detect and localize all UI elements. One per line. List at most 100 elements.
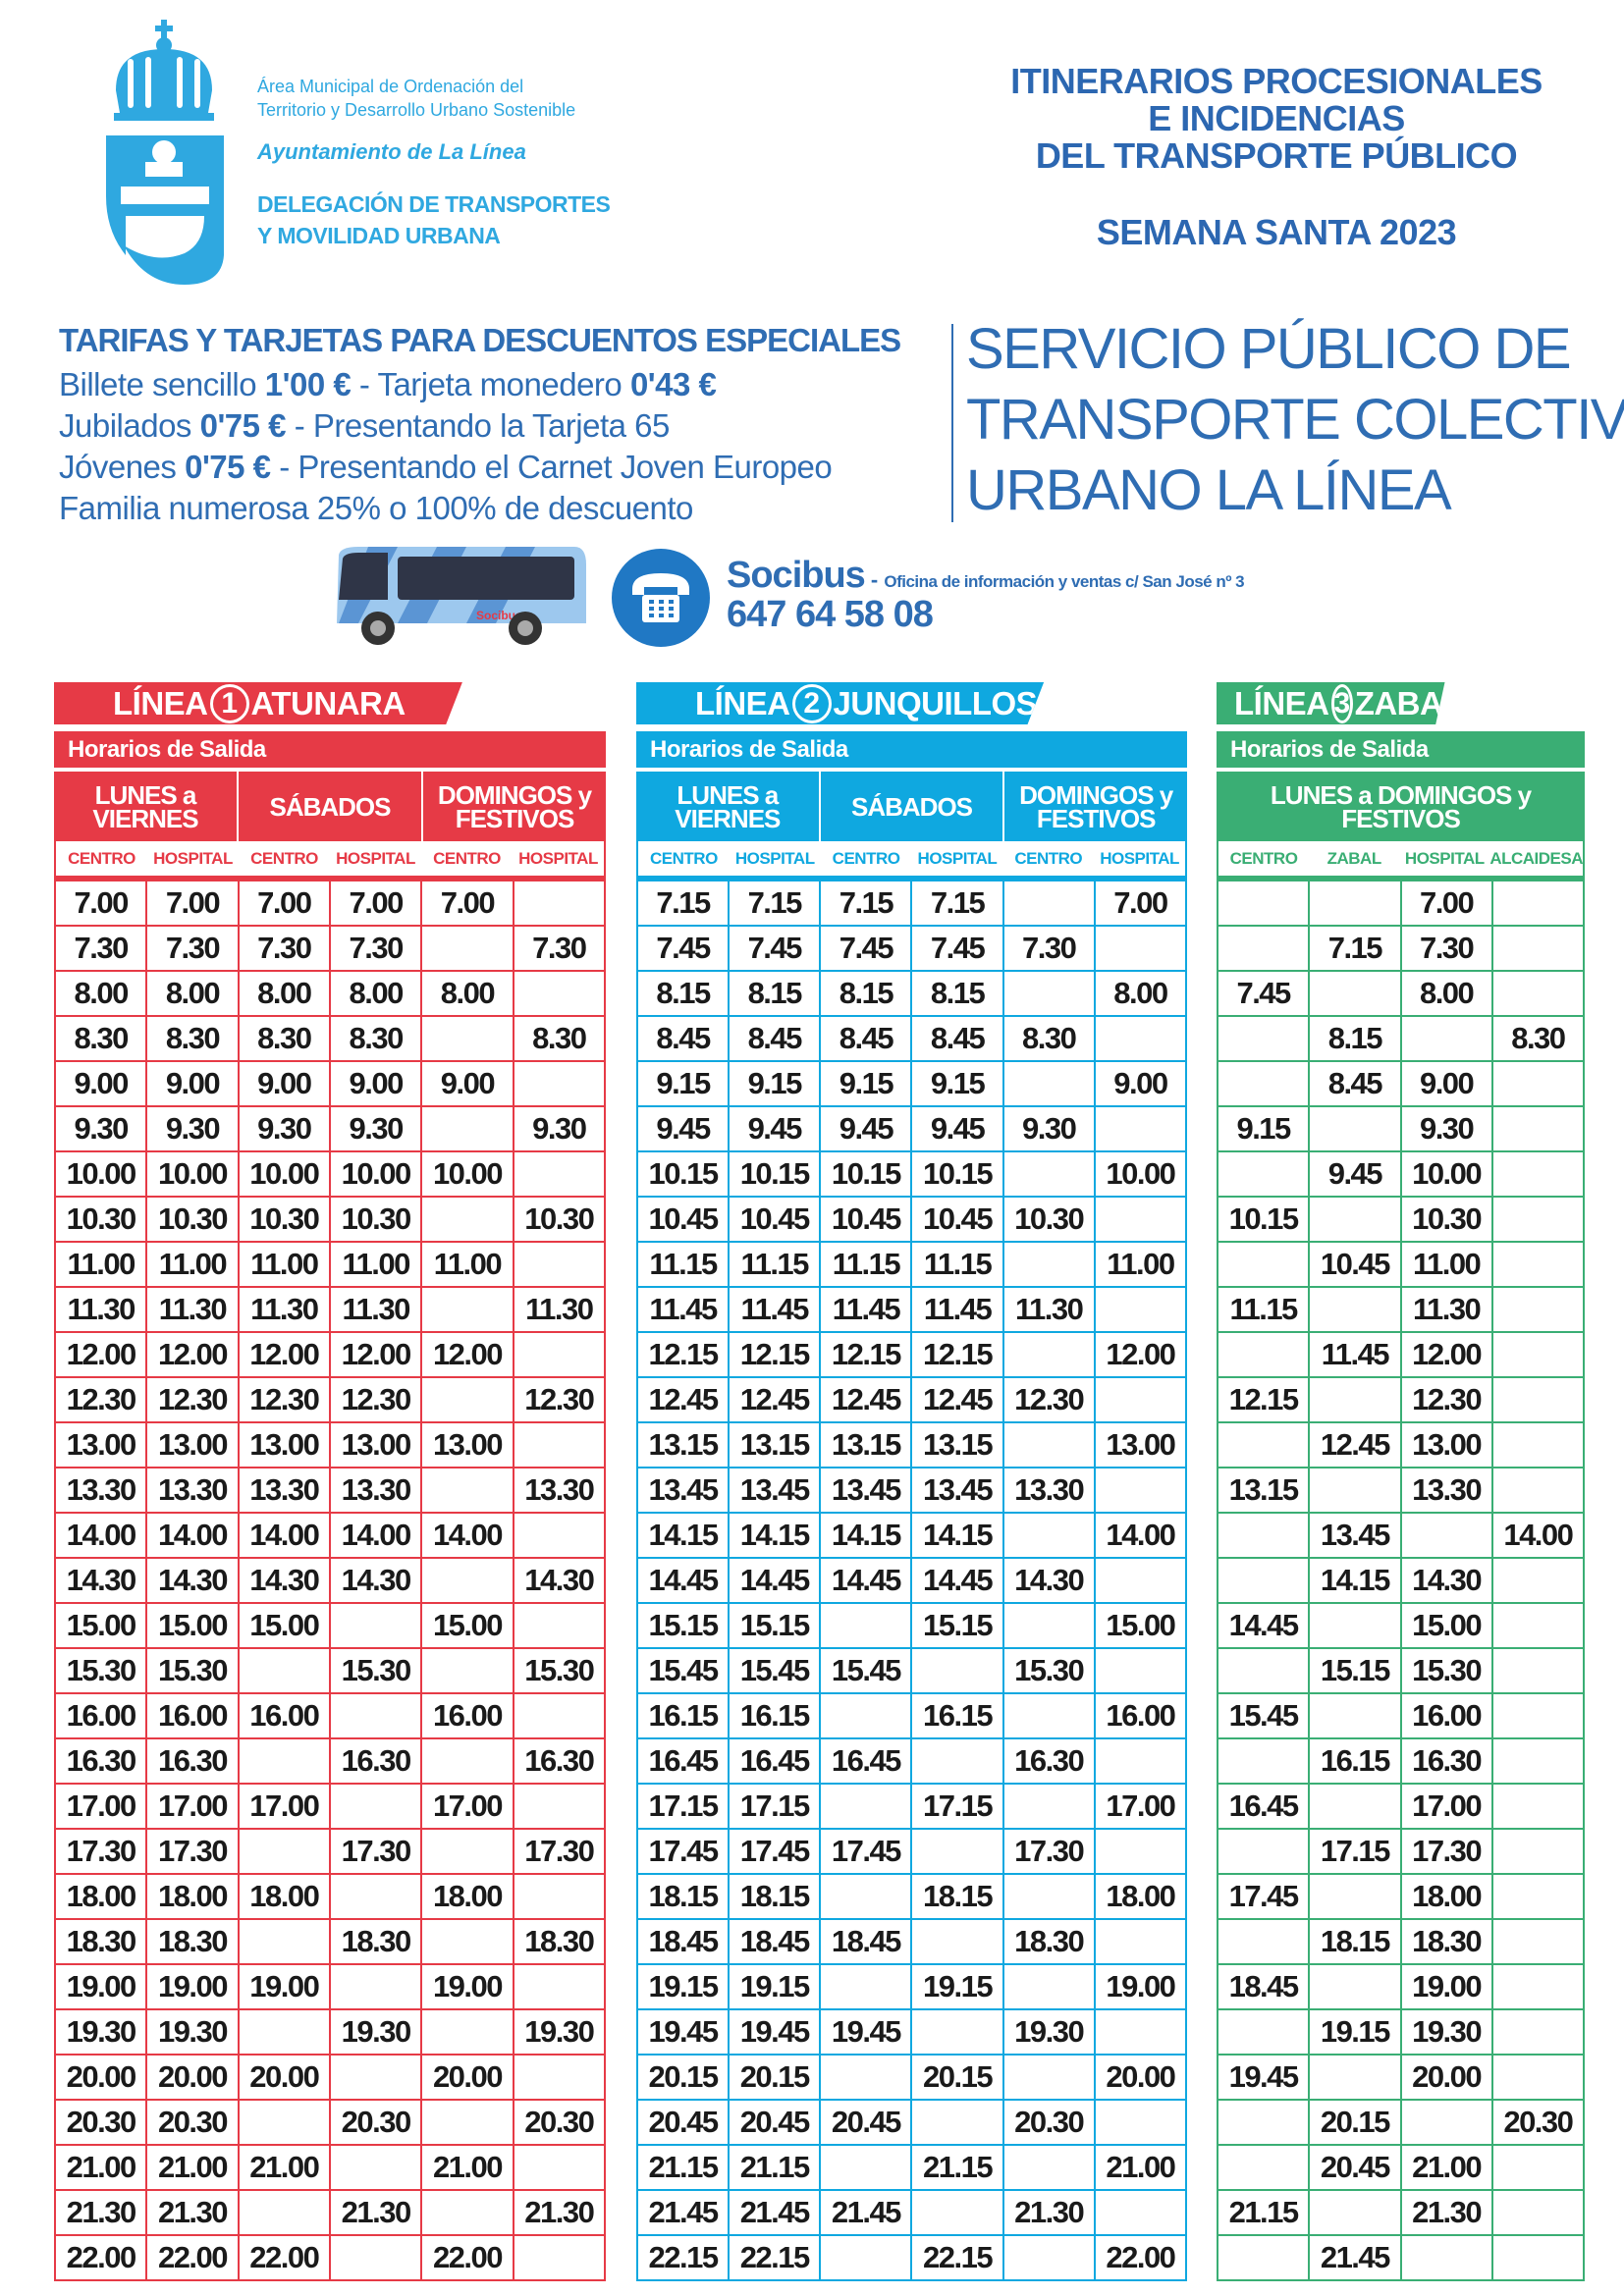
time-cell: 14.30 xyxy=(53,1557,148,1604)
time-cell xyxy=(328,2234,423,2281)
time-cell: 16.15 xyxy=(1308,1737,1402,1785)
line-title-banner: LÍNEA 2 JUNQUILLOS xyxy=(636,682,1045,724)
time-cell: 11.00 xyxy=(1399,1241,1493,1288)
time-cell xyxy=(512,1512,607,1559)
time-cell: 17.30 xyxy=(328,1828,423,1875)
time-cell xyxy=(420,1015,514,1062)
time-cell: 21.45 xyxy=(728,2189,822,2236)
time-cell: 17.30 xyxy=(1399,1828,1493,1875)
time-cell: 13.15 xyxy=(728,1421,822,1468)
servicio-line-3: URBANO LA LÍNEA xyxy=(966,458,1452,522)
time-cell xyxy=(1001,1783,1096,1830)
document-subtitle: SEMANA SANTA 2023 xyxy=(1096,212,1457,252)
time-cell: 12.30 xyxy=(53,1376,148,1423)
time-cell xyxy=(1490,1060,1586,1107)
time-cell: 7.00 xyxy=(1093,880,1188,927)
time-cell xyxy=(1001,1602,1096,1649)
time-cell xyxy=(1490,2008,1586,2056)
time-cell: 21.15 xyxy=(635,2144,731,2191)
line-prefix: LÍNEA xyxy=(1234,684,1329,721)
time-cell: 13.30 xyxy=(1001,1467,1096,1514)
time-cell xyxy=(910,2189,1004,2236)
time-cell: 12.00 xyxy=(237,1331,331,1378)
table-row: 10.15 10.15 10.15 10.15 10.00 xyxy=(635,1150,1188,1198)
time-cell xyxy=(1001,1421,1096,1468)
line-number-badge: 3 xyxy=(1330,683,1353,723)
time-cell: 19.00 xyxy=(237,1963,331,2010)
linea-2-schedule: LÍNEA 2 JUNQUILLOS Horarios de Salida LU… xyxy=(635,682,1188,2281)
time-cell: 14.00 xyxy=(53,1512,148,1559)
time-cell: 10.30 xyxy=(512,1196,607,1243)
time-cell: 21.30 xyxy=(512,2189,607,2236)
time-cell xyxy=(819,1873,913,1920)
line-number-badge: 2 xyxy=(791,683,832,723)
time-cell xyxy=(1490,1241,1586,1288)
time-cell xyxy=(819,2054,913,2101)
time-cell: 7.00 xyxy=(53,880,148,927)
time-cell xyxy=(1216,1241,1311,1288)
table-row: 16.15 16.30 xyxy=(1216,1737,1586,1785)
stop-column-label: CENTRO xyxy=(650,848,718,868)
table-row: 9.45 9.45 9.45 9.45 9.30 xyxy=(635,1105,1188,1152)
table-row: 16.00 16.00 16.00 16.00 xyxy=(53,1692,607,1739)
time-cell: 11.30 xyxy=(1001,1286,1096,1333)
time-cell: 18.00 xyxy=(53,1873,148,1920)
time-cell: 18.30 xyxy=(1399,1918,1493,1965)
time-cell: 13.30 xyxy=(145,1467,240,1514)
time-cell: 16.15 xyxy=(910,1692,1004,1739)
time-cell xyxy=(1490,1331,1586,1378)
time-cell: 22.15 xyxy=(910,2234,1004,2281)
day-group-label: DOMINGOS y FESTIVOS xyxy=(1019,779,1173,833)
time-cell: 13.45 xyxy=(819,1467,913,1514)
time-cell: 21.00 xyxy=(1399,2144,1493,2191)
time-cell: 18.15 xyxy=(635,1873,731,1920)
timetable: 7.00 7.00 7.00 7.00 7.00 7.30 7.30 7.30 7.30 7.30… xyxy=(53,880,607,2281)
table-row: 19.15 19.15 19.15 19.00 xyxy=(635,1963,1188,2010)
time-cell: 16.00 xyxy=(237,1692,331,1739)
time-cell: 20.00 xyxy=(1093,2054,1188,2101)
time-cell: 8.00 xyxy=(53,970,148,1017)
table-row: 11.15 11.30 xyxy=(1216,1286,1586,1333)
time-cell xyxy=(1308,1602,1402,1649)
time-cell xyxy=(512,1873,607,1920)
time-cell xyxy=(512,880,607,927)
time-cell xyxy=(1001,1963,1096,2010)
table-row: 20.45 21.00 xyxy=(1216,2144,1586,2191)
time-cell: 11.15 xyxy=(910,1241,1004,1288)
time-cell: 18.30 xyxy=(512,1918,607,1965)
time-cell: 13.00 xyxy=(1093,1421,1188,1468)
time-cell: 11.15 xyxy=(728,1241,822,1288)
time-cell xyxy=(1490,1105,1586,1152)
time-cell: 10.00 xyxy=(328,1150,423,1198)
time-cell xyxy=(1490,1286,1586,1333)
time-cell: 12.15 xyxy=(1216,1376,1311,1423)
time-cell: 9.15 xyxy=(819,1060,913,1107)
time-cell xyxy=(1308,1286,1402,1333)
time-cell: 9.30 xyxy=(53,1105,148,1152)
time-cell xyxy=(1001,1150,1096,1198)
table-row: 21.15 21.30 xyxy=(1216,2189,1586,2236)
stop-column-label: HOSPITAL xyxy=(336,848,415,868)
time-cell: 19.45 xyxy=(635,2008,731,2056)
separator: - xyxy=(864,567,885,592)
time-cell: 13.00 xyxy=(53,1421,148,1468)
time-cell xyxy=(1490,970,1586,1017)
time-cell xyxy=(1216,1647,1311,1694)
time-cell: 8.15 xyxy=(1308,1015,1402,1062)
stop-column-label: HOSPITAL xyxy=(518,848,598,868)
time-cell: 10.45 xyxy=(728,1196,822,1243)
time-cell: 12.45 xyxy=(728,1376,822,1423)
time-cell: 14.00 xyxy=(1093,1512,1188,1559)
time-cell: 9.00 xyxy=(237,1060,331,1107)
time-cell xyxy=(1490,1602,1586,1649)
time-cell: 9.45 xyxy=(819,1105,913,1152)
table-row: 17.15 17.15 17.15 17.00 xyxy=(635,1783,1188,1830)
time-cell: 8.30 xyxy=(237,1015,331,1062)
time-cell: 8.00 xyxy=(237,970,331,1017)
time-cell xyxy=(512,1783,607,1830)
tarifa-jovenes: Jóvenes 0'75 € - Presentando el Carnet J… xyxy=(59,449,833,486)
time-cell: 9.00 xyxy=(328,1060,423,1107)
time-cell xyxy=(1216,1828,1311,1875)
time-cell: 7.30 xyxy=(1399,925,1493,972)
time-cell: 13.45 xyxy=(635,1467,731,1514)
